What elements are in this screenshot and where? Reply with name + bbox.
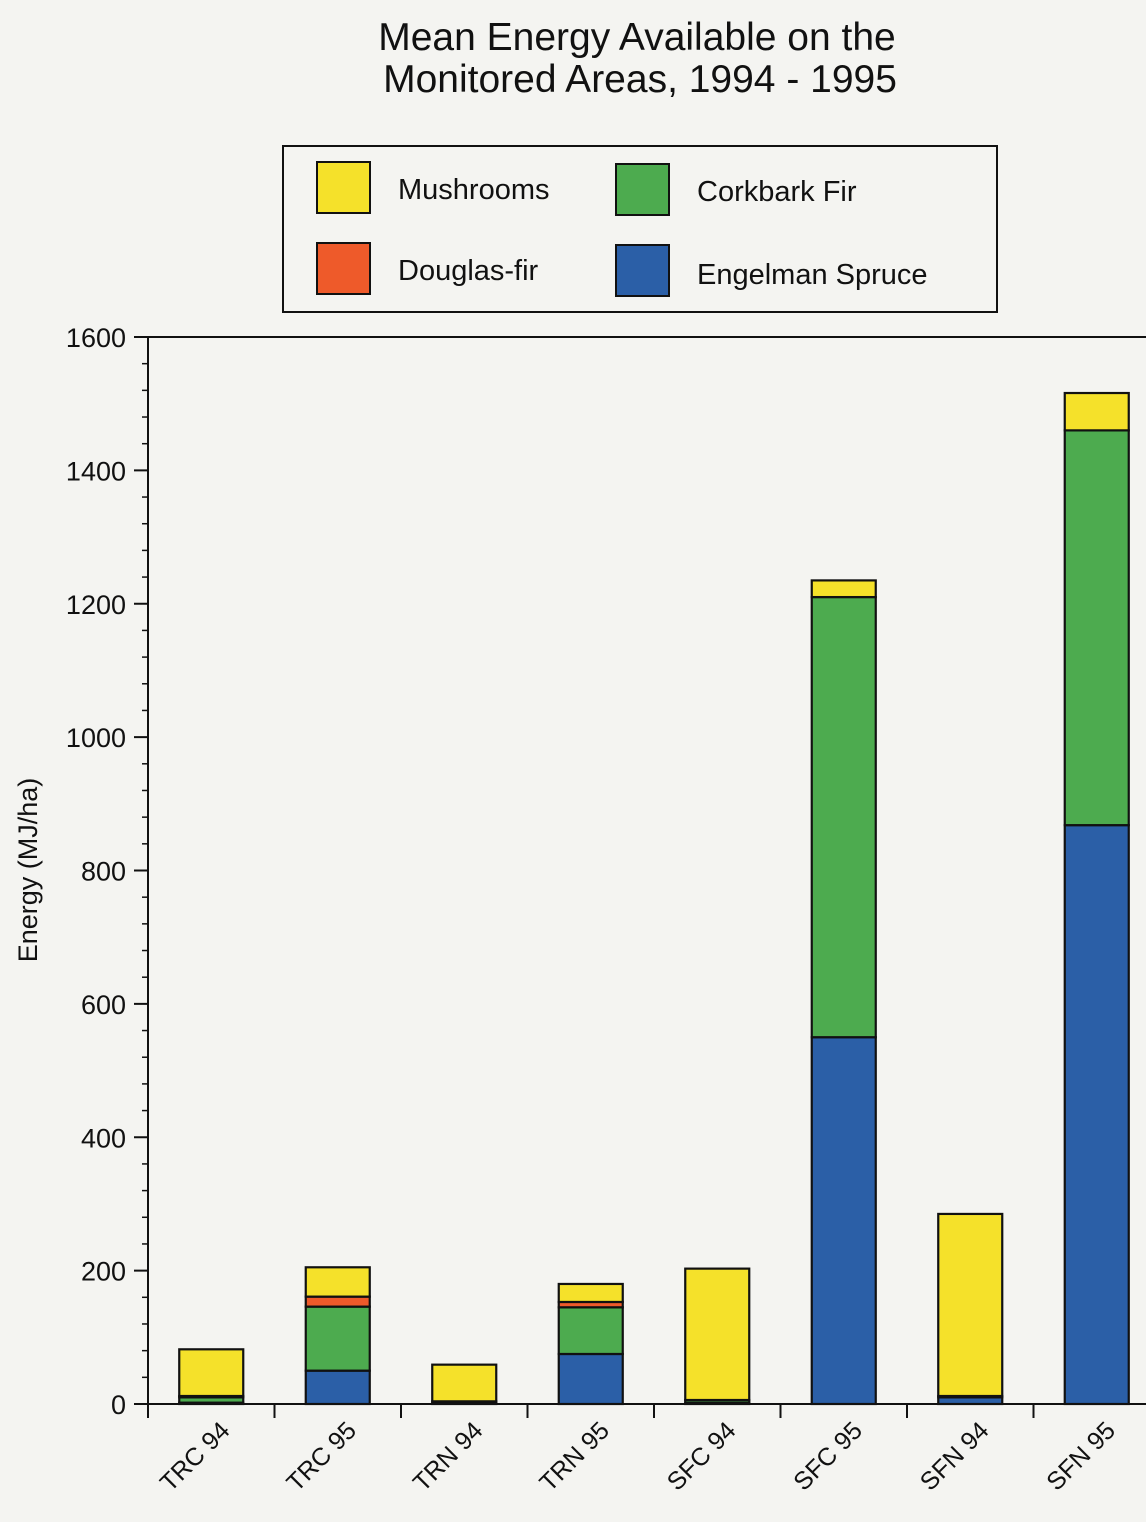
bar-segment-corkbark_fir-3 <box>559 1307 623 1354</box>
bar-segment-engelman_spruce-7 <box>1065 825 1129 1404</box>
legend-swatch-mushrooms <box>317 162 370 213</box>
y-tick-label: 800 <box>81 857 126 887</box>
bar-segment-corkbark_fir-7 <box>1065 430 1129 825</box>
bar-segment-mushrooms-6 <box>938 1214 1002 1396</box>
y-tick-label: 1200 <box>66 590 126 620</box>
x-category-label: TRC 95 <box>281 1416 362 1497</box>
legend-label-engelman_spruce: Engelman Spruce <box>697 259 928 291</box>
x-category-label: SFN 95 <box>1041 1416 1121 1496</box>
bar-segment-engelman_spruce-3 <box>559 1354 623 1404</box>
y-tick-label: 0 <box>111 1390 126 1420</box>
bar-segment-corkbark_fir-1 <box>306 1307 370 1371</box>
legend-swatch-douglas_fir <box>317 243 370 294</box>
y-tick-label: 1600 <box>66 323 126 353</box>
chart-title-line-1: Mean Energy Available on the <box>378 16 895 59</box>
legend-label-corkbark_fir: Corkbark Fir <box>697 176 857 208</box>
legend-swatch-corkbark_fir <box>616 164 669 215</box>
x-category-label: SFC 95 <box>788 1416 868 1496</box>
bar-segment-douglas_fir-1 <box>306 1297 370 1307</box>
x-category-label: TRC 94 <box>155 1416 236 1497</box>
x-category-label: SFC 94 <box>662 1416 742 1496</box>
y-tick-label: 200 <box>81 1257 126 1287</box>
chart-title-line-2: Monitored Areas, 1994 - 1995 <box>383 58 897 101</box>
y-tick-label: 600 <box>81 990 126 1020</box>
bar-segment-mushrooms-0 <box>179 1349 243 1396</box>
legend-swatch-engelman_spruce <box>616 245 669 296</box>
y-axis-title: Energy (MJ/ha) <box>13 778 43 963</box>
legend-label-mushrooms: Mushrooms <box>398 174 550 206</box>
x-category-label: SFN 94 <box>915 1416 995 1496</box>
bar-segment-mushrooms-1 <box>306 1267 370 1296</box>
bar-segment-engelman_spruce-1 <box>306 1371 370 1404</box>
x-category-label: TRN 94 <box>408 1416 489 1497</box>
bar-segment-mushrooms-3 <box>559 1284 623 1302</box>
y-tick-label: 400 <box>81 1123 126 1153</box>
legend: Mushrooms Corkbark Fir Douglas-fir Engelman… <box>283 146 997 312</box>
bar-segment-corkbark_fir-5 <box>812 597 876 1037</box>
bar-segment-mushrooms-5 <box>812 580 876 597</box>
x-category-label: TRN 95 <box>534 1416 615 1497</box>
y-tick-label: 1400 <box>66 456 126 486</box>
bar-segment-engelman_spruce-5 <box>812 1037 876 1404</box>
legend-label-douglas_fir: Douglas-fir <box>398 255 539 287</box>
y-tick-label: 1000 <box>66 723 126 753</box>
chart-title: Mean Energy Available on the Monitored A… <box>378 16 897 101</box>
bar-segment-mushrooms-4 <box>685 1269 749 1400</box>
bar-segment-mushrooms-2 <box>432 1365 496 1402</box>
bar-segment-mushrooms-7 <box>1065 393 1129 430</box>
bars <box>179 393 1129 1404</box>
